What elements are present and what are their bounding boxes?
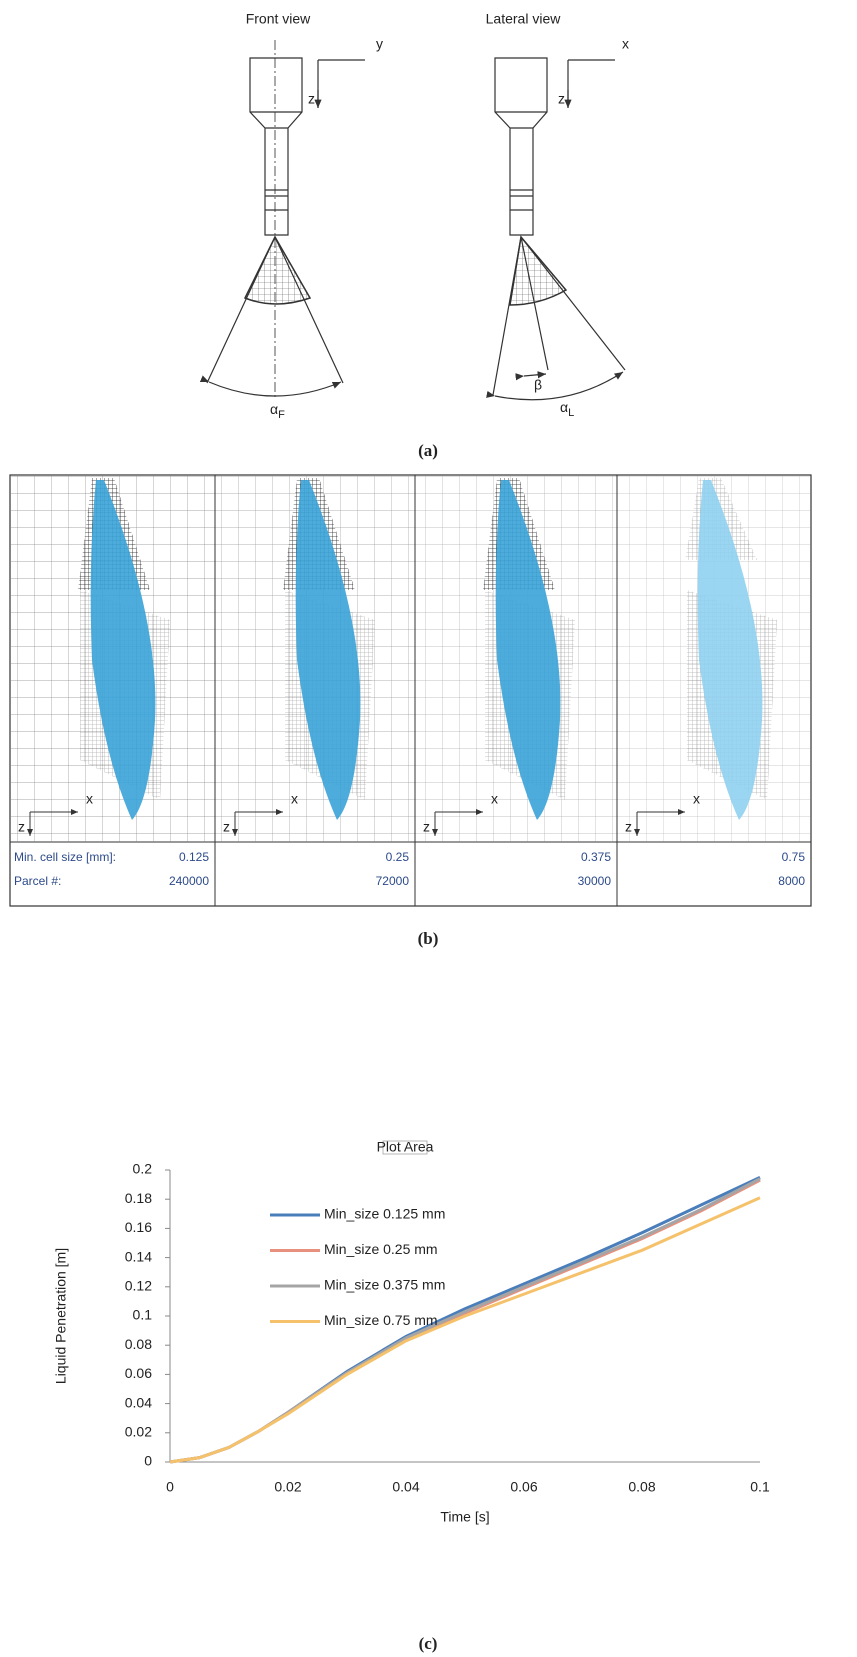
- panel-b: (b) x z 0.125 240000 x z 0.25 72000 x z 0.375 30000…: [9, 474, 812, 948]
- y-tick-label: 0.18: [125, 1190, 152, 1206]
- panel-c: Time [s] Liquid Penetration [m] Plot Are…: [53, 1139, 770, 1653]
- axis-label: x: [693, 791, 700, 807]
- tooltip-text: Plot Area: [377, 1139, 434, 1155]
- caption: (b): [418, 929, 439, 948]
- symbol: α: [270, 401, 278, 417]
- spray-core: [509, 235, 568, 306]
- axis-label: x: [622, 36, 629, 52]
- x-tick-label: 0.04: [392, 1479, 419, 1495]
- legend-label: Min_size 0.125 mm: [324, 1206, 445, 1222]
- axis-label: x: [491, 791, 498, 807]
- legend-label: Min_size 0.25 mm: [324, 1241, 438, 1257]
- lateral-view-title: Lateral view: [486, 11, 562, 27]
- x-tick-label: 0.02: [274, 1479, 301, 1495]
- caption: (a): [418, 441, 438, 460]
- y-tick-label: 0.16: [125, 1219, 152, 1235]
- table-value: 72000: [376, 874, 410, 888]
- table-value: 8000: [778, 874, 805, 888]
- table-value: 0.75: [782, 850, 806, 864]
- axis-label: z: [625, 819, 632, 835]
- axis-label: z: [423, 819, 430, 835]
- spray: [90, 480, 156, 820]
- table-value: 240000: [169, 874, 209, 888]
- table-value: 30000: [578, 874, 612, 888]
- beta: β: [534, 377, 542, 393]
- mesh-panel: x z 0.25 72000: [214, 475, 415, 906]
- subscript: F: [278, 409, 285, 421]
- axis-label: z: [223, 819, 230, 835]
- y-tick-label: 0.02: [125, 1424, 152, 1440]
- front-nozzle: [199, 40, 365, 400]
- y-tick-label: 0.14: [125, 1248, 152, 1264]
- symbol: α: [560, 399, 568, 415]
- series-line: [169, 1175, 761, 1464]
- series-line: [169, 1196, 761, 1464]
- y-tick-label: 0: [144, 1453, 152, 1469]
- x-tick-label: 0.1: [750, 1479, 770, 1495]
- series-line: [169, 1177, 761, 1464]
- axis-label: z: [18, 819, 25, 835]
- caption: (c): [419, 1634, 438, 1653]
- subscript: L: [568, 407, 574, 419]
- spray-core: [243, 235, 312, 305]
- angle-arc: [199, 375, 342, 397]
- x-tick-label: 0: [166, 1479, 174, 1495]
- x-tick-label: 0.06: [510, 1479, 537, 1495]
- panel-a: Front view Lateral view y z αF x z β αL …: [199, 11, 629, 460]
- axis-label: y: [376, 36, 383, 52]
- x-axis-label: Time [s]: [440, 1509, 489, 1525]
- alpha-l: αL: [560, 399, 574, 419]
- spray: [495, 480, 561, 820]
- tooltip: [382, 1140, 428, 1155]
- axes: [317, 59, 365, 108]
- beta-arc: [515, 371, 547, 381]
- legend-label: Min_size 0.375 mm: [324, 1277, 445, 1293]
- y-tick-label: 0.04: [125, 1394, 152, 1410]
- axis-label: x: [86, 791, 93, 807]
- y-tick-label: 0.12: [125, 1278, 152, 1294]
- spray-cone: [206, 236, 344, 384]
- y-tick-label: 0.06: [125, 1365, 152, 1381]
- x-tick-label: 0.08: [628, 1479, 655, 1495]
- lateral-nozzle: [486, 57, 626, 401]
- axes: [567, 59, 615, 108]
- table-value: 0.25: [386, 850, 410, 864]
- angle-arc: [486, 371, 624, 401]
- spray: [295, 480, 361, 820]
- table-row-label: Min. cell size [mm]:: [14, 850, 116, 864]
- y-axis-label: Liquid Penetration [m]: [53, 1248, 69, 1384]
- y-tick-label: 0.1: [133, 1307, 153, 1323]
- nozzle-body: [494, 57, 548, 236]
- axis-label: z: [558, 91, 565, 107]
- legend-label: Min_size 0.75 mm: [324, 1312, 438, 1328]
- mesh-panel: x z 0.375 30000: [414, 475, 617, 906]
- front-view-title: Front view: [246, 11, 311, 27]
- mesh-panel: x z 0.125 240000: [10, 476, 215, 888]
- axis-label: z: [308, 91, 315, 107]
- spray: [697, 480, 763, 820]
- table-value: 0.375: [581, 850, 611, 864]
- axis-label: x: [291, 791, 298, 807]
- mesh-panel: x z 0.75 8000: [616, 475, 811, 906]
- nozzle-body: [249, 57, 303, 236]
- spray-cone: [492, 236, 626, 396]
- y-tick-label: 0.08: [125, 1336, 152, 1352]
- table-row-label: Parcel #:: [14, 874, 61, 888]
- table-value: 0.125: [179, 850, 209, 864]
- y-tick-label: 0.2: [133, 1161, 153, 1177]
- alpha-f: αF: [270, 401, 285, 421]
